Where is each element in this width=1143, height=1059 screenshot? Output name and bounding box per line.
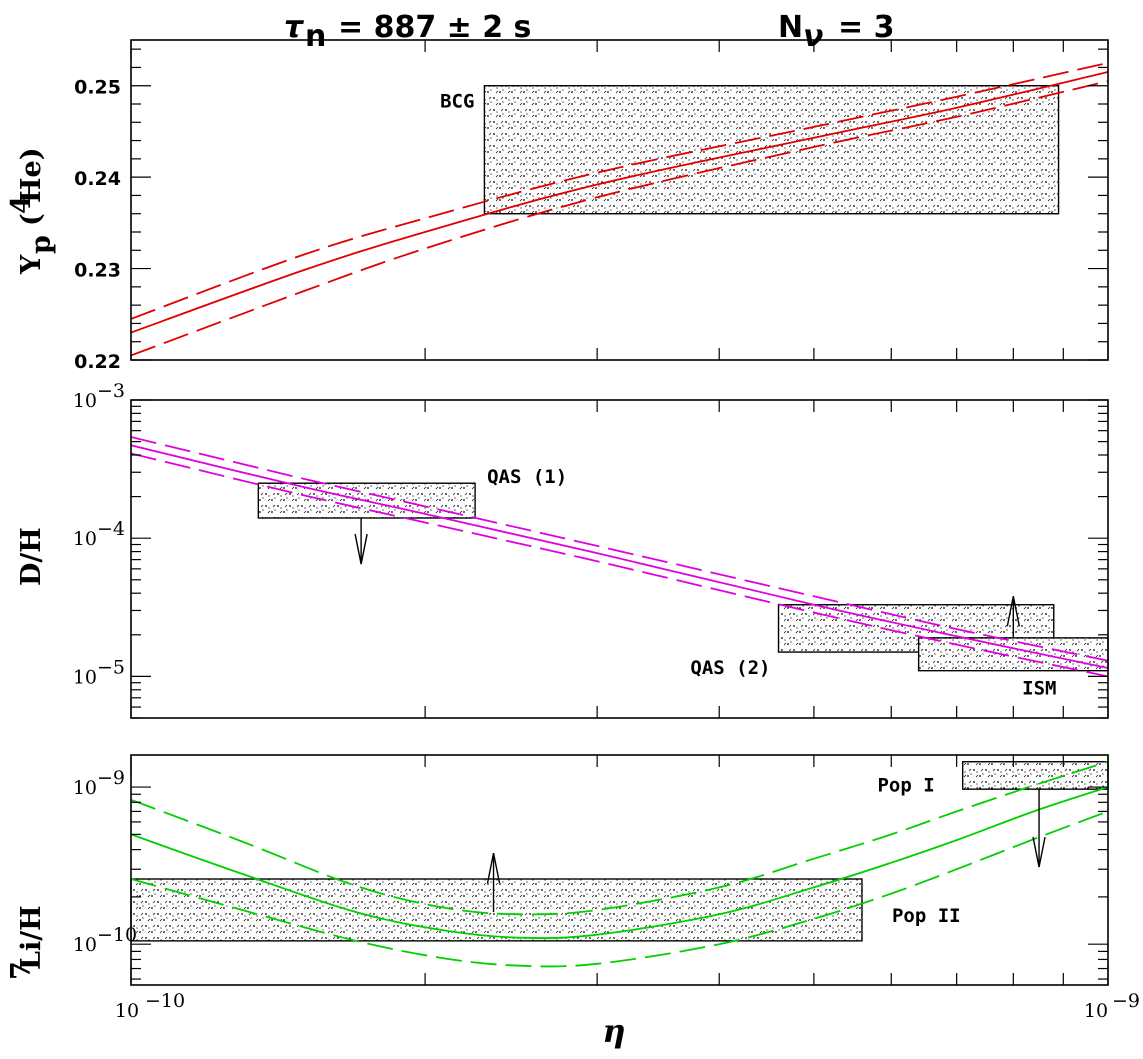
helium-ylabel-sup: 4 [6,195,37,214]
deuterium-box-label-1: QAS (2) [690,657,770,679]
helium-ytick-label: 0.23 [74,260,121,282]
lithium-ytick-label-base: 10 [73,934,97,956]
helium-box-label-0: BCG [440,91,474,113]
deuterium-ytick-label-base: 10 [73,666,97,688]
nnu-value: = 3 [838,10,894,45]
x-axis-label: η [602,1012,625,1050]
deuterium-curve-dashed-0 [131,436,1108,662]
helium-ytick-label: 0.22 [74,351,121,373]
deuterium-box-2 [917,637,1109,672]
lithium-arrow-head-1 [1032,836,1046,868]
deuterium-box-label-2: ISM [1022,678,1056,700]
helium-ytick-label: 0.25 [74,77,121,99]
deuterium-ylabel: D/H [16,527,47,586]
deuterium-ytick-label-exp: −3 [97,380,125,402]
helium-curve-dashed-2 [131,80,1108,357]
deuterium-arrow-head-0 [354,533,368,565]
lithium-frame [130,754,1109,986]
deuterium-ytick-label-exp: −4 [97,518,125,540]
lithium-ytick-label-base: 10 [73,777,97,799]
tau-value: = 887 ± 2 s [338,10,531,45]
lithium-ylabel-rest: Li/H [16,905,47,970]
deuterium-arrow-head-2 [1006,596,1021,627]
nnu-subscript: ν [803,19,823,54]
helium-curve-solid-1 [131,71,1108,334]
helium-ylabel-paren: ( [16,213,47,226]
lithium-arrow-head-0 [486,852,501,884]
helium-curve-dashed-0 [131,62,1108,320]
deuterium-ytick-label-base: 10 [73,528,97,550]
helium-ylabel-rest: He) [16,148,47,203]
lithium-xtick-label-exp: −10 [145,990,185,1012]
tau-symbol: τ [284,10,305,45]
lithium-box-1 [961,761,1109,790]
lithium-ylabel: 7 Li/H [6,905,47,980]
helium-frame [130,39,1109,361]
helium-ylabel-sub: p [26,235,57,254]
lithium-ylabel-sup: 7 [6,961,37,980]
lithium-ytick-label-exp: −10 [97,924,137,946]
lithium-box-label-1: Pop I [877,775,934,797]
lithium-curve-solid-1 [131,786,1108,939]
deuterium-box-label-0: QAS (1) [487,466,567,488]
lithium-xtick-label-exp: −9 [1112,990,1140,1012]
lithium-xtick-label-base: 10 [115,1000,139,1022]
helium-ylabel-main: Y [16,254,47,275]
nnu-symbol: N [778,10,803,45]
helium-ylabel: Y p ( 4 He) [6,148,57,275]
helium-ytick-label: 0.24 [74,168,121,190]
lithium-curve-dashed-2 [131,810,1108,968]
deuterium-frame [130,399,1109,719]
deuterium-ytick-label-base: 10 [73,390,97,412]
tau-subscript: n [305,19,326,54]
deuterium-ylabel-text: D/H [16,527,47,586]
lithium-box-label-0: Pop II [892,905,961,927]
helium-panel: BCG 0.22 0.23 0.24 0.25 [74,39,1109,373]
deuterium-curve-solid-1 [131,444,1108,669]
deuterium-curve-dashed-2 [131,452,1108,678]
lithium-curve-dashed-0 [131,760,1108,916]
deuterium-ytick-label-exp: −5 [97,656,125,678]
lithium-ytick-label-exp: −9 [97,767,125,789]
lithium-xtick-label-base: 10 [1084,1000,1108,1022]
